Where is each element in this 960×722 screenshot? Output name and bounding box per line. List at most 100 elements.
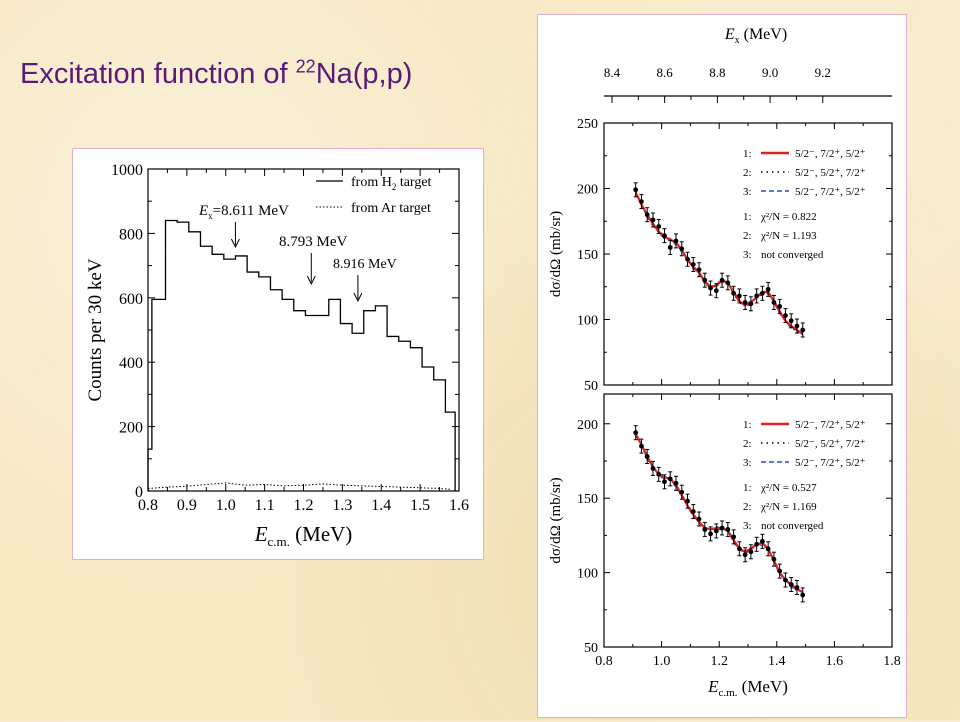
bottom-panel-legend-index: 1: — [743, 419, 752, 431]
x-tick-label: 0.9 — [177, 497, 197, 514]
bottom-panel-x-axis-label: Ec.m. (MeV) — [707, 677, 788, 699]
bottom-panel-legend-index: 3: — [743, 457, 752, 469]
x-tick-label: 1.2 — [294, 497, 314, 514]
bottom-panel-data-point — [708, 531, 713, 537]
top-panel-legend-index: 2: — [743, 167, 752, 179]
bottom-panel-x-tick-label: 1.4 — [768, 654, 786, 669]
x-tick-label: 1.3 — [332, 497, 352, 514]
bottom-panel-data-point — [742, 552, 748, 558]
series-ar-target-line — [147, 482, 452, 490]
top-panel-y-tick-label: 150 — [577, 248, 598, 263]
bottom-panel-data-point — [754, 541, 760, 547]
x-tick-label: 1.6 — [449, 497, 469, 514]
bottom-panel-data-point — [673, 480, 679, 486]
bottom-panel-data-point — [702, 527, 708, 532]
bottom-panel-data-point — [696, 516, 702, 522]
bottom-panel-y-axis-label: dσ/dΩ (mb/sr) — [548, 477, 564, 563]
y-tick-label: 400 — [119, 355, 143, 372]
top-panel-legend-label-1: 5/2⁻, 7/2⁺, 5/2⁺ — [795, 148, 866, 160]
top-panel-data-point — [690, 262, 696, 267]
top-panel-legend-index: 3: — [743, 186, 752, 198]
bottom-panel-data-point — [719, 525, 725, 531]
x-tick-label: 1.5 — [410, 497, 430, 514]
top-panel-y-tick-label: 100 — [577, 314, 598, 329]
bottom-panel-data-point — [771, 556, 777, 562]
bottom-panel-fit-note-index: 2: — [743, 501, 752, 513]
x-tick-label: 1.1 — [255, 497, 275, 514]
bottom-panel-data-point — [760, 538, 765, 544]
cross-section-charts: 8.4 8.6 8.8 9.0 9.2 Ex (MeV) 50 100 150 200 250 dσ/… — [548, 26, 901, 699]
bottom-panel-x-tick-label: 1.8 — [883, 654, 901, 669]
top-panel-y-axis-label: dσ/dΩ (mb/sr) — [548, 211, 564, 297]
bottom-panel-legend-label-3: 5/2⁻, 7/2⁺, 5/2⁺ — [795, 457, 866, 469]
bottom-panel-fit-1-solid-line — [634, 433, 804, 593]
top-panel-data-point — [696, 267, 702, 273]
top-panel-legend-index: 1: — [743, 148, 752, 160]
bottom-panel-y-tick-label: 50 — [584, 641, 598, 656]
legend-h2-label: from H2 target — [351, 175, 432, 192]
top-panel-fit-note-index: 1: — [743, 211, 752, 223]
ex-axis-tick-label: 9.2 — [815, 65, 831, 80]
y-tick-label: 0 — [135, 484, 143, 501]
top-panel-data-point — [736, 293, 742, 299]
top-panel-data-point — [760, 290, 765, 296]
x-tick-label: 1.4 — [371, 497, 391, 514]
bottom-panel-y-tick-label: 100 — [577, 567, 598, 582]
bottom-panel-data-point — [633, 430, 639, 436]
top-panel-data-point — [777, 304, 783, 309]
annotation-arrowhead-8611 — [230, 238, 240, 249]
top-panel-data-point — [783, 313, 788, 318]
top-panel-data-point — [639, 199, 644, 205]
bottom-panel-legend-label-2: 5/2⁻, 5/2⁺, 7/2⁺ — [795, 438, 866, 450]
top-panel-data-point — [771, 300, 777, 305]
top-panel-data-point — [788, 318, 794, 324]
top-panel-legend-label-3: 5/2⁻, 7/2⁺, 5/2⁺ — [795, 186, 866, 198]
top-panel-data-point — [719, 277, 725, 283]
top-panel-fit-note-2: χ²/N = 1.193 — [760, 230, 817, 242]
counts-histogram-chart: 0.8 0.9 1.0 1.1 1.2 1.3 1.4 1.5 1.6 0 200 400 600 800… — [85, 162, 469, 549]
y-tick-label: 200 — [119, 420, 143, 437]
bottom-panel-data-point — [788, 582, 794, 587]
top-panel-data-point — [673, 238, 679, 244]
top-panel-data-point — [656, 224, 662, 229]
y-axis-label: Counts per 30 keV — [85, 258, 106, 401]
top-panel-data-point — [800, 327, 806, 333]
slide-title: Excitation function of 22Na(p,p) — [20, 56, 413, 90]
annotation-arrowhead-8793 — [306, 275, 316, 286]
bottom-panel-x-tick-label: 0.8 — [595, 654, 613, 669]
x-axis-label: Ec.m. (MeV) — [254, 522, 353, 549]
top-panel-data-point — [685, 256, 690, 262]
counts-chart-panel: 0.8 0.9 1.0 1.1 1.2 1.3 1.4 1.5 1.6 0 200 400 600 800… — [72, 148, 484, 560]
bottom-panel-data-point — [690, 509, 696, 514]
bottom-panel-data-point — [639, 443, 644, 449]
annotation-peak-8611: Ex=8.611 MeV — [198, 203, 289, 221]
bottom-panel-x-tick-label: 1.0 — [653, 654, 671, 669]
plot-frame — [147, 168, 460, 492]
top-panel-data-point — [748, 301, 754, 307]
bottom-panel-data-point — [685, 498, 690, 504]
top-panel-data-point — [713, 288, 719, 294]
annotation-peak-8916: 8.916 MeV — [333, 257, 397, 272]
top-panel-data-point — [662, 233, 667, 239]
top-panel-data-point — [702, 277, 708, 283]
bottom-panel-data-point — [748, 549, 754, 555]
bottom-panel-x-tick-label: 1.2 — [710, 654, 728, 669]
series-h2-target-histogram — [147, 219, 456, 491]
bottom-panel-fit-note-3: not converged — [761, 520, 824, 532]
ex-axis-tick-label: 8.8 — [709, 65, 725, 80]
bottom-panel-data-point — [644, 454, 650, 459]
bottom-panel-fit-note-1: χ²/N = 0.527 — [760, 482, 817, 494]
bottom-panel-fit-note-index: 1: — [743, 482, 752, 494]
bottom-panel-data-point — [794, 585, 800, 590]
top-panel-data-point — [679, 246, 685, 252]
bottom-panel-data-point — [662, 479, 667, 485]
x-tick-label: 0.8 — [138, 497, 158, 514]
top-panel-legend-label-2: 5/2⁻, 5/2⁺, 7/2⁺ — [795, 167, 866, 179]
bottom-panel-data-point — [765, 546, 771, 552]
cross-section-chart-panel: 8.4 8.6 8.8 9.0 9.2 Ex (MeV) 50 100 150 200 250 dσ/… — [537, 14, 907, 718]
bottom-panel-x-tick-label: 1.6 — [826, 654, 844, 669]
annotation-arrowhead-8916 — [353, 292, 363, 303]
top-panel-fit-note-1: χ²/N = 0.822 — [760, 211, 817, 223]
bottom-panel-legend-label-1: 5/2⁻, 7/2⁺, 5/2⁺ — [795, 419, 866, 431]
bottom-panel-data-point — [713, 528, 719, 534]
